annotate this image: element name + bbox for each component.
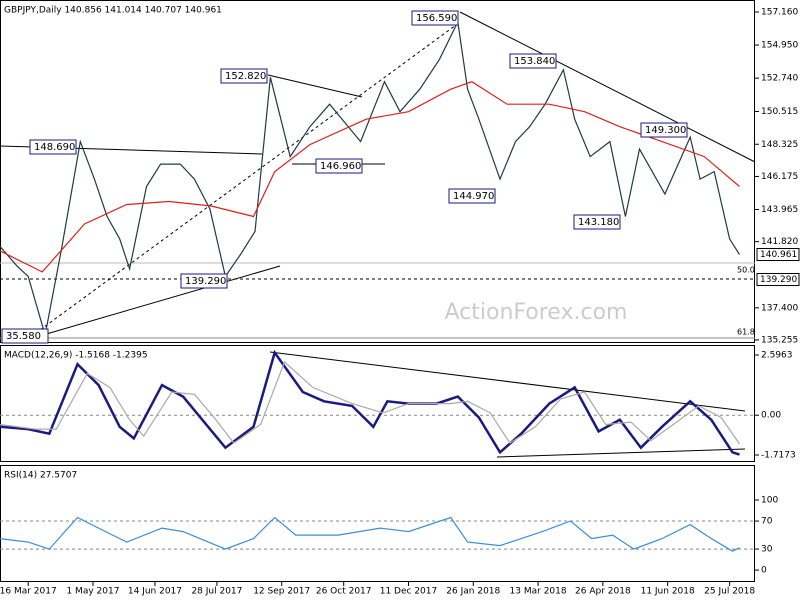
y-tick-label: 0: [761, 566, 767, 576]
y-tick-label: 154.950: [761, 41, 798, 51]
trendlines: [0, 11, 756, 458]
series-line: [0, 349, 740, 456]
y-tick-label: 100: [761, 496, 778, 506]
annotation-box: [220, 68, 268, 84]
annotation: 144.970: [453, 191, 494, 202]
series-line: [0, 81, 740, 273]
y-tick-label: 146.175: [761, 172, 798, 182]
y-tick-label: 143.965: [761, 205, 798, 215]
x-tick-label: 11 Jun 2018: [641, 587, 695, 597]
annotation-box: [509, 53, 557, 69]
annotation-box: [411, 10, 459, 26]
annotation: 156.590: [416, 13, 457, 24]
macd-frame: [0, 345, 755, 462]
trendline: [459, 11, 756, 163]
price-label: 139.290: [760, 275, 797, 285]
y-tick-label: 2.5963: [761, 351, 793, 361]
annotation-box: [1, 328, 49, 344]
panel-title: MACD(12,26,9) -1.5168 -1.2395: [4, 351, 148, 361]
annotation: 153.840: [514, 56, 555, 67]
trendline: [35, 265, 281, 338]
annotation: 143.180: [578, 217, 619, 228]
annotation-box: [29, 139, 77, 155]
y-tick-label: -1.7173: [761, 451, 796, 461]
annotation: 139.290: [185, 276, 226, 287]
trendline: [496, 448, 746, 458]
annotation-box: [640, 122, 688, 138]
annotation: 61.8: [737, 328, 755, 337]
x-tick-label: 1 May 2017: [66, 587, 119, 597]
annotation: 35.580: [6, 331, 41, 342]
annotation: 149.300: [645, 125, 686, 136]
series-line: [0, 516, 740, 552]
panel-title: GBPJPY,Daily 140.856 141.014 140.707 140…: [4, 6, 222, 16]
y-tick-label: 150.515: [761, 107, 798, 117]
x-tick-label: 13 Mar 2018: [510, 587, 567, 597]
annotation: 50.0: [737, 266, 755, 275]
trendline: [269, 351, 746, 412]
annotation-box: [573, 214, 621, 230]
annotation: 146.960: [320, 161, 361, 172]
y-tick-label: 148.325: [761, 140, 798, 150]
x-tick-label: 26 Apr 2018: [575, 587, 631, 597]
x-tick-label: 26 Oct 2017: [316, 587, 372, 597]
x-tick-label: 11 Dec 2017: [380, 587, 438, 597]
annotation: 148.690: [34, 142, 75, 153]
y-tick-label: 152.740: [761, 74, 798, 84]
y-tick-label: 0.00: [761, 411, 781, 421]
x-tick-label: 26 Jan 2018: [446, 587, 500, 597]
y-tick-label: 141.820: [761, 237, 798, 247]
price-box: [756, 248, 800, 262]
series-line: [0, 360, 740, 445]
x-tick-label: 25 Jul 2018: [704, 587, 755, 597]
x-tick-label: 28 Jul 2017: [191, 587, 242, 597]
rsi-frame: [0, 465, 755, 582]
y-tick-label: 30: [761, 545, 773, 555]
price-box: [756, 273, 800, 287]
watermark: ActionForex.com: [445, 300, 628, 325]
annotation-box: [315, 158, 363, 174]
price-frame: [0, 0, 755, 343]
series-line: [0, 19, 741, 336]
price-label: 140.961: [760, 250, 797, 260]
annotation-box: [448, 188, 496, 204]
y-tick-label: 137.400: [761, 303, 798, 313]
annotation: 152.820: [225, 71, 266, 82]
x-tick-label: 16 Mar 2017: [0, 587, 57, 597]
x-tick-label: 12 Sep 2017: [253, 587, 310, 597]
x-tick-label: 14 Jun 2017: [128, 587, 182, 597]
y-tick-label: 157.160: [761, 7, 798, 17]
y-tick-label: 135.255: [761, 335, 798, 345]
trendline: [267, 74, 363, 98]
annotation-box: [180, 273, 228, 289]
panel-title: RSI(14) 27.5707: [4, 471, 77, 481]
y-tick-label: 70: [761, 517, 773, 527]
